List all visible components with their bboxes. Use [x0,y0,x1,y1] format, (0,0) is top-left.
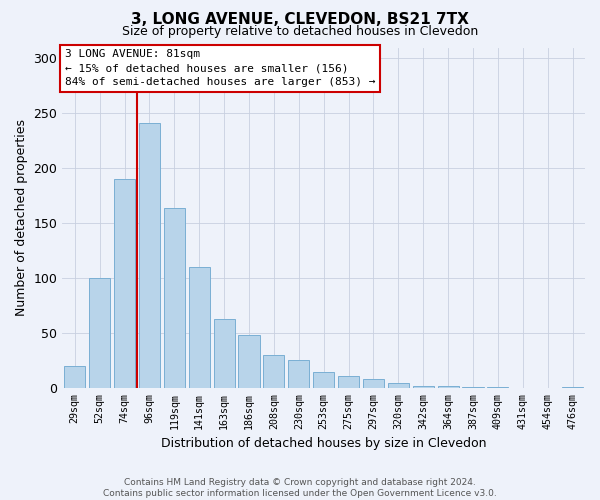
Text: Contains HM Land Registry data © Crown copyright and database right 2024.
Contai: Contains HM Land Registry data © Crown c… [103,478,497,498]
Bar [214,318,235,388]
Bar [164,208,185,388]
Bar [238,335,260,388]
Bar [114,179,135,388]
Bar [437,386,458,388]
Bar [313,372,334,388]
Text: 3, LONG AVENUE, CLEVEDON, BS21 7TX: 3, LONG AVENUE, CLEVEDON, BS21 7TX [131,12,469,28]
Bar [288,360,310,388]
Text: Size of property relative to detached houses in Clevedon: Size of property relative to detached ho… [122,25,478,38]
Bar [338,376,359,388]
Bar [263,355,284,388]
Bar [188,267,210,388]
Bar [562,386,583,388]
X-axis label: Distribution of detached houses by size in Clevedon: Distribution of detached houses by size … [161,437,487,450]
Bar [463,386,484,388]
Bar [487,386,508,388]
Bar [413,386,434,388]
Bar [388,384,409,388]
Text: 3 LONG AVENUE: 81sqm
← 15% of detached houses are smaller (156)
84% of semi-deta: 3 LONG AVENUE: 81sqm ← 15% of detached h… [65,49,376,87]
Y-axis label: Number of detached properties: Number of detached properties [15,119,28,316]
Bar [363,379,384,388]
Bar [89,278,110,388]
Bar [139,123,160,388]
Bar [64,366,85,388]
